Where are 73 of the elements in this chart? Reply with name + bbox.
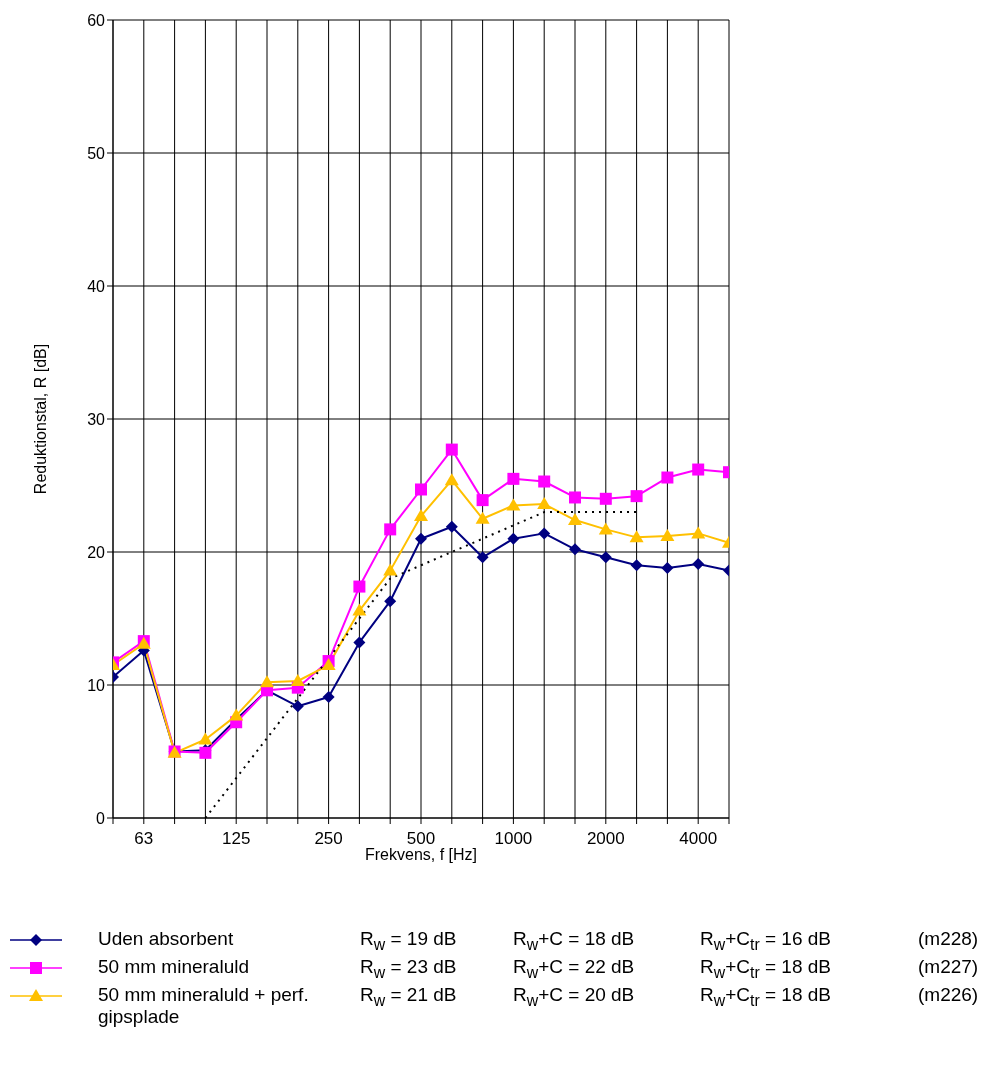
point	[476, 494, 489, 507]
point	[599, 551, 612, 564]
text: (m226)	[918, 983, 980, 1007]
y-tick-label: 0	[96, 809, 106, 827]
y-tick-label: 20	[87, 543, 106, 561]
point	[629, 530, 644, 543]
y-tick-label: 30	[87, 410, 106, 428]
point	[506, 498, 521, 511]
point	[229, 708, 244, 721]
x-tick-label: 125	[222, 829, 251, 849]
x-tick-label: 63	[134, 829, 154, 849]
text: R$_{w}$ = 19 dB	[360, 928, 458, 954]
text: (m228)	[918, 928, 980, 951]
point	[322, 690, 335, 703]
point	[507, 472, 520, 485]
x-tick-label: 1000	[494, 829, 533, 849]
point	[352, 603, 367, 616]
point	[476, 551, 489, 564]
text: R$_{w}$+C = 20 dB	[513, 983, 636, 1011]
point	[661, 471, 674, 484]
y-axis-title: Reduktionstal, R [dB]	[31, 343, 49, 495]
point	[445, 520, 458, 533]
point	[415, 532, 427, 545]
point	[444, 473, 459, 486]
point	[260, 675, 274, 688]
point	[692, 557, 705, 570]
point	[383, 563, 398, 576]
point	[630, 490, 643, 503]
text: R$_{w}$+C = 18 dB	[513, 928, 636, 954]
point	[353, 580, 366, 593]
point	[538, 527, 551, 540]
x-tick-label: 4000	[679, 829, 718, 849]
point	[660, 529, 675, 542]
point	[692, 463, 705, 476]
text: R$_{w}$+C$_{tr}$ = 18 dB	[700, 955, 832, 982]
point	[537, 497, 552, 510]
point	[569, 491, 581, 504]
point	[290, 674, 305, 687]
point	[415, 483, 427, 496]
point	[568, 513, 582, 526]
point	[384, 595, 397, 608]
text: (m227)	[918, 955, 980, 979]
point	[691, 526, 706, 539]
y-tick-label: 10	[87, 676, 106, 694]
legend-label: 50 mm mineraluld	[98, 955, 250, 979]
point	[475, 511, 490, 524]
point	[507, 532, 520, 545]
point	[384, 523, 397, 536]
point	[661, 561, 674, 574]
y-tick-label: 40	[87, 277, 106, 295]
point	[598, 522, 613, 535]
x-tick-label: 2000	[586, 829, 625, 849]
point	[630, 559, 643, 572]
x-axis-title: Frekvens, f [Hz]	[364, 846, 478, 863]
text: R$_{w}$ = 23 dB	[360, 955, 458, 982]
text: R$_{w}$+C$_{tr}$ = 16 dB	[700, 928, 832, 954]
point	[198, 732, 213, 745]
point	[353, 636, 366, 649]
point	[414, 509, 428, 522]
text: R$_{w}$ = 21 dB	[360, 983, 458, 1011]
text: R$_{w}$+C$_{tr}$ = 18 dB	[700, 983, 832, 1011]
x-tick-label: 500	[406, 829, 436, 849]
point	[538, 475, 551, 488]
point	[445, 443, 458, 456]
legend-label: 50 mm mineraluld + perf. gipsplade	[98, 983, 310, 1028]
point	[291, 700, 304, 713]
legend-label: Uden absorbent	[98, 928, 235, 951]
x-tick-label: 250	[314, 829, 343, 849]
y-tick-label: 50	[87, 144, 106, 162]
point	[599, 492, 612, 505]
point	[569, 543, 581, 556]
text: R$_{w}$+C = 22 dB	[513, 955, 636, 982]
y-tick-label: 60	[87, 11, 106, 29]
